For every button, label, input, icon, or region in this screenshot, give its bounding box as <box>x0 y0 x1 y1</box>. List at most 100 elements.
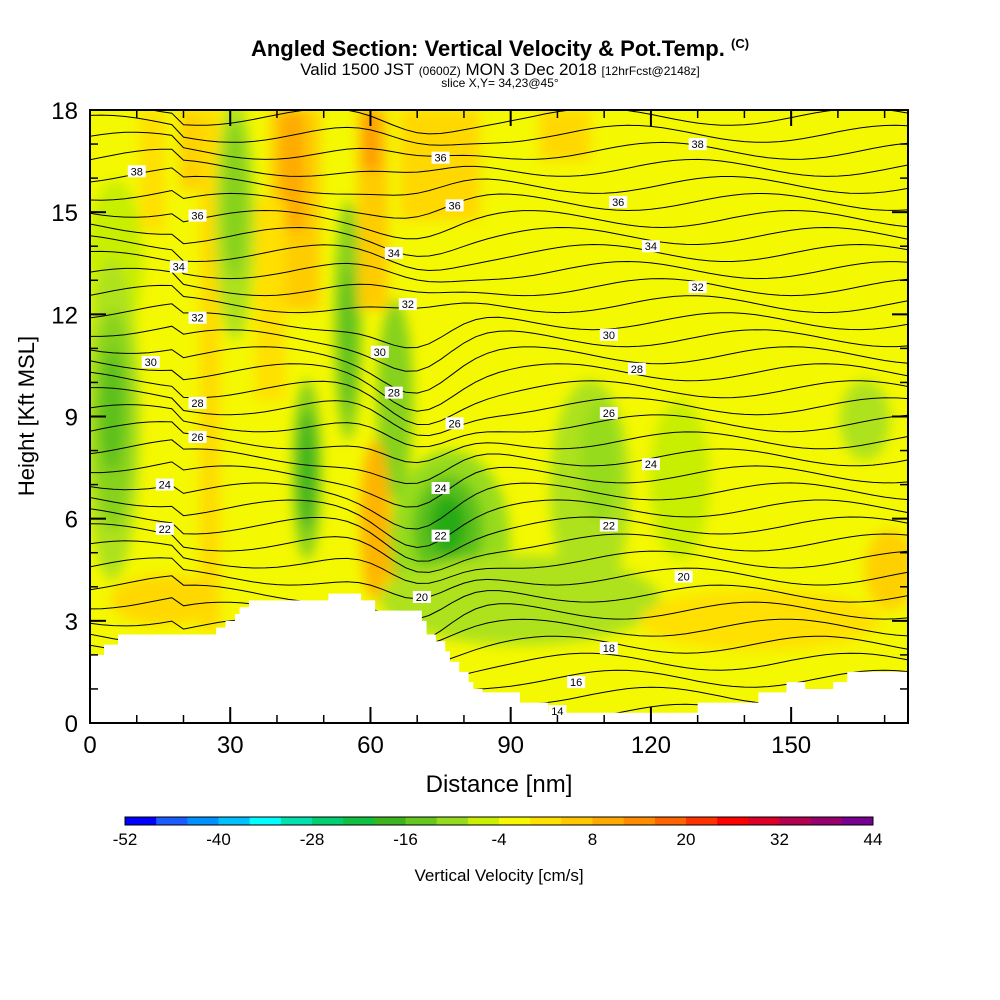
theta-label: 32 <box>688 281 707 294</box>
theta-contour <box>90 131 908 160</box>
theta-label: 32 <box>398 298 417 311</box>
colorbar-tick-label: 8 <box>588 830 597 849</box>
svg-text:38: 38 <box>131 166 143 178</box>
title-units: (C) <box>731 36 750 51</box>
colorbar-swatch <box>187 817 219 825</box>
y-axis: 0 36 9 12 15 18 <box>51 98 908 738</box>
theta-label: 14 <box>548 705 567 718</box>
colorbar-swatch <box>748 817 780 825</box>
terrain-mask <box>90 593 908 723</box>
y-tick-label: 18 <box>51 98 78 125</box>
colorbar-swatch <box>499 817 531 825</box>
theta-label: 36 <box>445 199 464 212</box>
svg-text:36: 36 <box>612 197 624 209</box>
theta-label: 38 <box>688 138 707 151</box>
theta-contour <box>90 421 908 464</box>
colorbar-swatch <box>156 817 188 825</box>
svg-text:26: 26 <box>191 432 203 444</box>
x-tick-label: 0 <box>83 732 96 759</box>
colorbar-swatch <box>686 817 718 825</box>
theta-contour <box>90 167 908 196</box>
colorbar-swatch <box>561 817 593 825</box>
colorbar-tick-label: -40 <box>206 830 231 849</box>
y-tick-label: 3 <box>65 609 78 636</box>
theta-label: 30 <box>141 356 160 369</box>
svg-text:18: 18 <box>603 643 615 655</box>
theta-label: 32 <box>188 311 207 325</box>
colorbar-swatch <box>810 817 843 825</box>
svg-text:30: 30 <box>145 357 157 369</box>
svg-text:36: 36 <box>448 200 460 212</box>
y-tick-label: 15 <box>51 200 78 227</box>
colorbar-swatch <box>779 817 812 825</box>
svg-text:32: 32 <box>402 299 414 311</box>
svg-text:34: 34 <box>388 248 400 260</box>
theta-label: 36 <box>431 151 450 165</box>
colorbar-label: Vertical Velocity [cm/s] <box>414 866 583 885</box>
theta-label: 24 <box>431 482 450 495</box>
theta-label: 36 <box>188 209 207 223</box>
svg-text:20: 20 <box>678 572 690 584</box>
svg-text:36: 36 <box>191 211 203 223</box>
theta-label: 22 <box>431 529 450 543</box>
y-axis-label: Height [Kft MSL] <box>14 336 39 496</box>
theta-contour <box>90 346 908 394</box>
colorbar-frame <box>124 816 874 826</box>
svg-text:28: 28 <box>191 398 203 410</box>
theta-contour <box>90 250 908 283</box>
svg-text:22: 22 <box>603 520 615 532</box>
theta-contour <box>90 325 908 372</box>
svg-text:28: 28 <box>631 364 643 376</box>
theta-label: 34 <box>641 240 660 253</box>
svg-text:30: 30 <box>603 330 615 342</box>
x-axis-label: Distance [nm] <box>426 771 573 798</box>
theta-label: 26 <box>188 430 207 444</box>
theta-contour <box>90 303 908 349</box>
theta-contour <box>90 284 908 314</box>
svg-text:32: 32 <box>191 313 203 325</box>
svg-text:26: 26 <box>448 418 460 430</box>
y-tick-label: 12 <box>51 302 78 329</box>
theta-contour <box>90 114 908 146</box>
velocity-field <box>90 110 908 650</box>
theta-label: 22 <box>155 522 174 536</box>
colorbar-swatch <box>436 817 469 825</box>
theta-label: 26 <box>599 407 618 420</box>
theta-contour <box>90 523 908 573</box>
colorbar-swatch <box>841 817 874 825</box>
theta-contour <box>148 110 908 135</box>
colorbar-tick-label: -16 <box>393 830 418 849</box>
x-tick-label: 60 <box>357 732 384 759</box>
theta-contour <box>90 148 908 177</box>
y-tick-label: 0 <box>65 711 78 738</box>
chart-subtitle-slice: slice X,Y= 34,23@45° <box>441 76 559 90</box>
colorbar-swatch <box>592 817 625 825</box>
theta-label: 28 <box>627 362 646 376</box>
theta-contour <box>90 235 908 272</box>
theta-contour <box>90 461 908 508</box>
theta-label: 22 <box>599 519 618 532</box>
x-tick-label: 150 <box>771 732 811 759</box>
theta-label: 34 <box>384 247 403 260</box>
colorbar-swatch <box>623 817 656 825</box>
svg-text:34: 34 <box>645 241 657 253</box>
theta-contour <box>90 482 908 530</box>
theta-label: 24 <box>155 478 174 492</box>
colorbar-swatch <box>654 817 687 825</box>
theta-label: 26 <box>445 417 464 430</box>
theta-label: 34 <box>169 260 188 274</box>
svg-text:16: 16 <box>570 677 582 689</box>
svg-text:24: 24 <box>645 459 657 471</box>
colorbar-tick-label: -52 <box>113 830 138 849</box>
colorbar-swatch <box>374 817 406 825</box>
theta-contour <box>90 387 908 437</box>
chart-title: Angled Section: Vertical Velocity & Pot.… <box>250 36 750 61</box>
theta-label: 36 <box>609 195 628 209</box>
theta-contour <box>90 557 908 600</box>
theta-contour <box>90 189 908 219</box>
y-tick-label: 9 <box>65 405 78 432</box>
svg-text:22: 22 <box>159 524 171 536</box>
theta-contour <box>90 223 908 257</box>
theta-label: 20 <box>674 570 693 584</box>
x-axis: 0 30 60 90 120 150 <box>83 110 886 759</box>
